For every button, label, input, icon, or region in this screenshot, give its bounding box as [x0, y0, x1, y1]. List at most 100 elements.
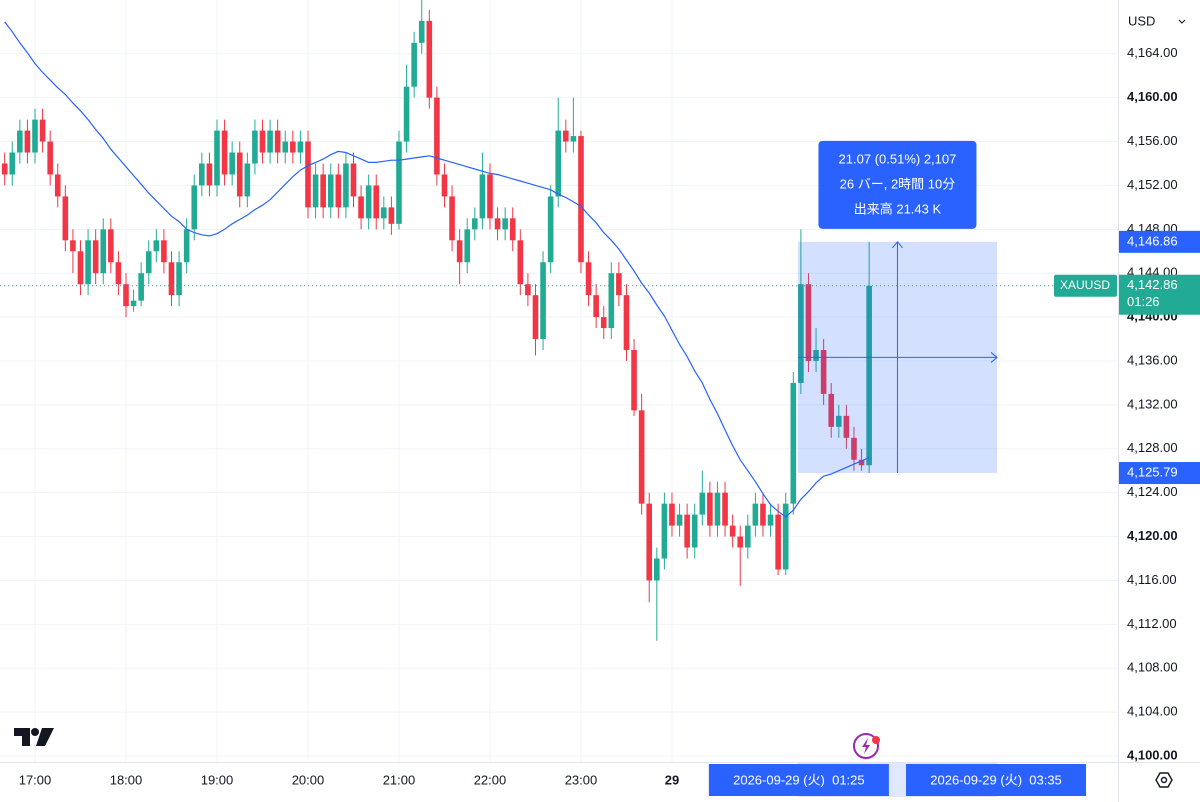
candle-body: [820, 350, 827, 394]
candle-body: [54, 174, 61, 197]
y-tick-label: 4,136.00: [1127, 352, 1178, 367]
y-tick-label: 4,160.00: [1127, 89, 1178, 104]
candle-body: [191, 185, 198, 230]
candle-body: [661, 503, 668, 559]
candle-body: [623, 295, 630, 351]
candle-body: [858, 459, 865, 466]
candle-body: [479, 174, 486, 219]
price-tag-label: 4,125.79: [1127, 464, 1178, 479]
candle-body: [729, 525, 736, 537]
y-tick-label: 4,112.00: [1127, 616, 1177, 631]
candle-body: [676, 514, 683, 526]
candle-body: [244, 163, 251, 197]
candle-body: [631, 350, 637, 411]
candle-body: [259, 130, 266, 153]
x-tick-label: 29: [665, 772, 679, 787]
settings-icon[interactable]: [1155, 772, 1173, 788]
candle-body: [100, 229, 107, 274]
candle-body: [502, 218, 508, 230]
candle-body: [555, 130, 562, 197]
y-tick-label: 4,120.00: [1127, 528, 1178, 543]
plot-background: [0, 0, 1118, 762]
candle-body: [654, 558, 660, 581]
candle-body: [381, 207, 387, 219]
candle-body: [464, 229, 471, 263]
candle-body: [229, 152, 235, 175]
candle-body: [153, 240, 160, 252]
candle-body: [775, 514, 781, 570]
y-tick-label: 4,116.00: [1127, 572, 1177, 587]
measure-tooltip-text: 21.07 (0.51%) 2,107: [839, 151, 957, 166]
candle-body: [39, 119, 46, 142]
candle-body: [722, 492, 728, 526]
candle-body: [570, 136, 577, 142]
candle-body: [699, 492, 706, 515]
candle-body: [608, 273, 615, 329]
candle-body: [32, 119, 38, 153]
candle-body: [373, 185, 380, 219]
alert-icon[interactable]: [853, 733, 880, 759]
candle-body: [267, 130, 273, 153]
candle-body: [517, 240, 524, 285]
measure-tooltip-text: 26 バー, 2時間 10分: [840, 176, 956, 191]
y-tick-label: 4,152.00: [1127, 177, 1178, 192]
candle-body: [449, 196, 455, 241]
candle-body: [411, 42, 417, 87]
candle-body: [327, 174, 334, 208]
y-tick-label: 4,156.00: [1127, 133, 1178, 148]
candle-body: [782, 503, 789, 570]
price-tag-label: 4,146.86: [1127, 233, 1178, 248]
candle-body: [1, 163, 8, 175]
candle-body: [17, 130, 23, 153]
candle-body: [145, 251, 152, 274]
candle-body: [183, 229, 190, 263]
candle-body: [836, 415, 842, 427]
candle-body: [547, 196, 554, 263]
candle-body: [472, 218, 478, 230]
candle-body: [426, 20, 433, 98]
candle-body: [509, 218, 516, 241]
candle-body: [388, 207, 395, 224]
candle-body: [108, 229, 114, 263]
candle-body: [24, 130, 31, 153]
candle-body: [684, 514, 690, 548]
candle-body: [115, 262, 122, 285]
candle-body: [62, 196, 69, 241]
candle-body: [866, 285, 872, 466]
time-range-label: 2026-09-29 (火) 03:35: [930, 772, 1062, 787]
candle-body: [441, 174, 448, 197]
x-tick-label: 20:00: [292, 772, 325, 787]
candle-body: [221, 130, 228, 175]
y-tick-label: 4,164.00: [1127, 45, 1178, 60]
candle-body: [805, 284, 812, 361]
candle-body: [843, 415, 850, 438]
candle-body: [297, 141, 304, 153]
candle-body: [252, 130, 258, 164]
candle-body: [123, 284, 129, 307]
candle-body: [578, 136, 584, 263]
candle-body: [767, 514, 774, 526]
candle-body: [161, 240, 167, 263]
time-range-label: 2026-09-29 (火) 01:25: [733, 772, 865, 787]
candle-body: [320, 174, 326, 208]
candle-body: [85, 240, 91, 285]
candle-body: [532, 295, 539, 340]
candle-body: [206, 163, 213, 186]
candle-body: [358, 196, 364, 219]
candle-body: [646, 503, 653, 581]
candle-body: [790, 382, 797, 504]
candle-body: [487, 174, 493, 219]
symbol-tag-label: XAUUSD: [1060, 278, 1110, 292]
currency-button[interactable]: [1119, 6, 1191, 36]
candle-body: [828, 393, 835, 427]
currency-caret: [1178, 19, 1186, 24]
y-tick-label: 4,108.00: [1127, 660, 1178, 675]
candle-body: [403, 86, 410, 142]
candle-body: [737, 536, 744, 548]
candle-body: [47, 141, 53, 175]
measure-tooltip-text: 出来高 21.43 K: [854, 201, 942, 216]
candle-body: [9, 152, 16, 175]
symbol-tag: [1054, 274, 1117, 297]
candle-body: [798, 284, 804, 383]
